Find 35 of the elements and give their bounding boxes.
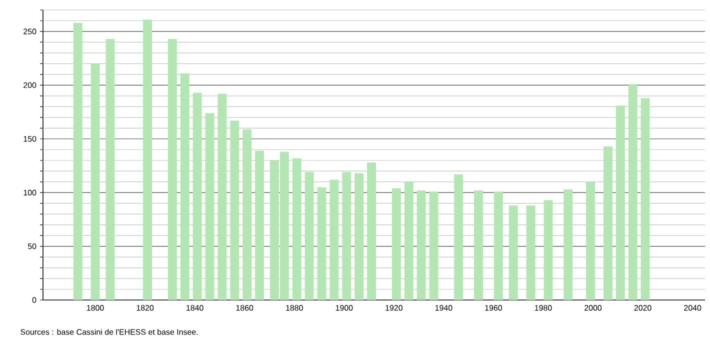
bar: [242, 129, 252, 300]
bar: [143, 20, 152, 300]
bar: [367, 162, 376, 300]
bar: [90, 64, 100, 300]
bar: [526, 205, 536, 300]
bar: [354, 173, 364, 300]
bar: [603, 146, 612, 300]
bar: [106, 39, 115, 300]
bar: [205, 113, 214, 300]
bar: [416, 190, 426, 300]
bar: [628, 84, 638, 300]
bar: [192, 92, 202, 300]
bar: [292, 158, 302, 300]
bar: [564, 189, 573, 300]
bar: [454, 174, 464, 300]
bar: [73, 22, 82, 300]
bar: [429, 192, 438, 300]
bar: [304, 172, 314, 300]
bar: [180, 73, 190, 300]
bar: [255, 150, 264, 300]
bar: [342, 172, 352, 300]
bar: [508, 205, 518, 300]
bar: [168, 39, 177, 300]
bar: [218, 94, 227, 300]
bar: [330, 180, 339, 300]
bar: [404, 182, 414, 300]
bar: [586, 182, 596, 300]
bar: [640, 98, 650, 300]
bar: [230, 120, 240, 300]
bar: [616, 106, 625, 300]
bar: [544, 200, 553, 300]
bar: [392, 188, 401, 300]
bar: [494, 192, 503, 300]
bar: [317, 187, 326, 300]
bar: [474, 190, 484, 300]
